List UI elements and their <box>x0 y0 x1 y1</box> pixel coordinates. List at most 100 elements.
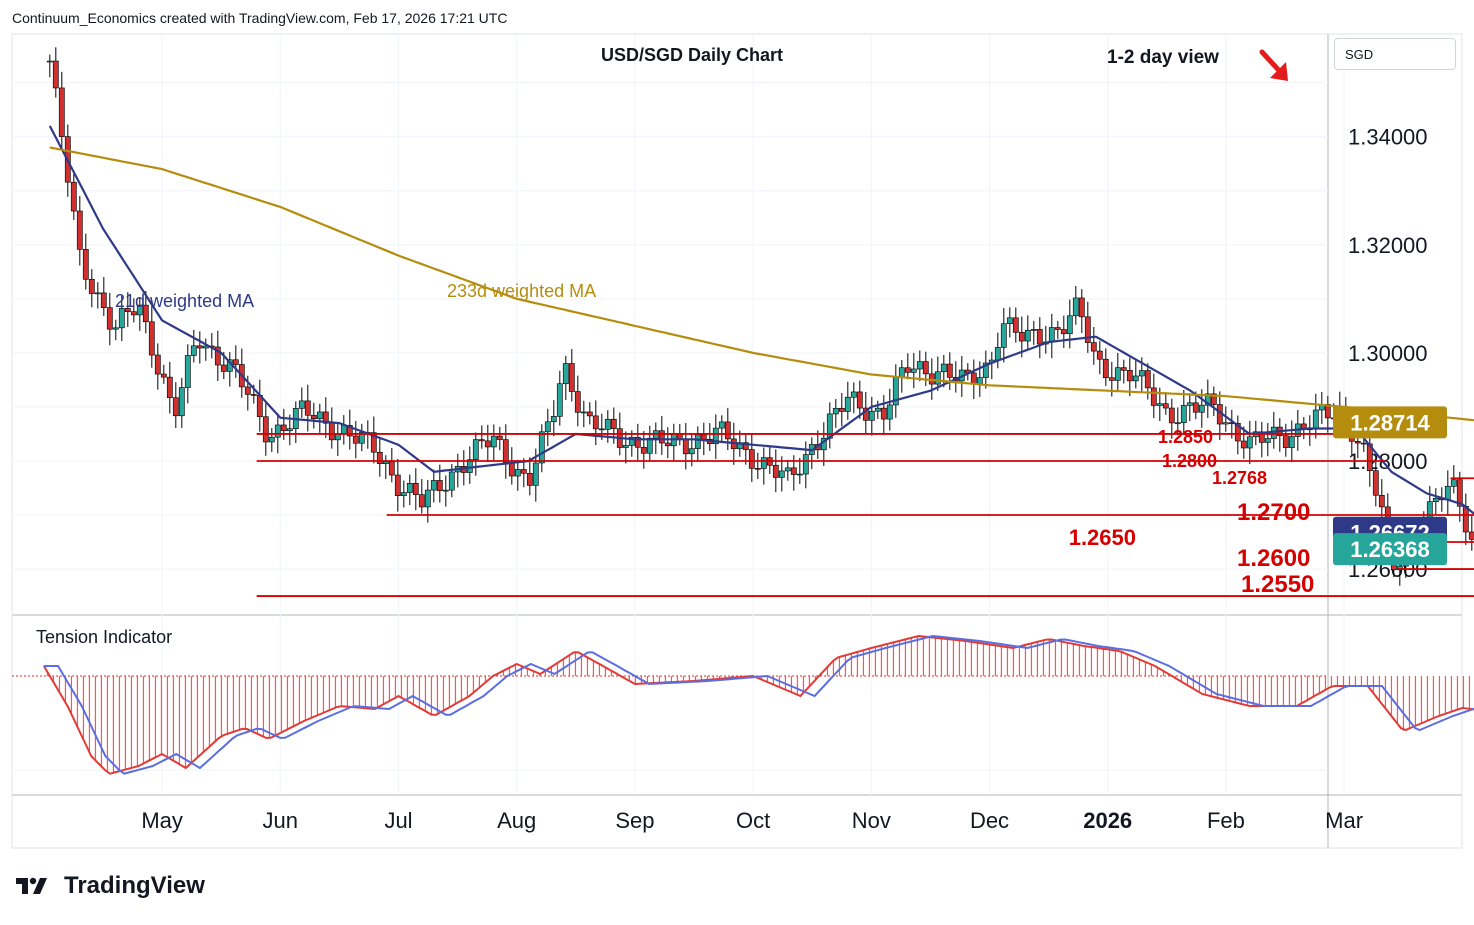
x-tick-Oct: Oct <box>736 808 770 833</box>
candle <box>106 292 113 346</box>
candle-body <box>1132 375 1139 382</box>
candle <box>1246 420 1253 465</box>
candle <box>574 375 581 427</box>
candle <box>178 377 185 428</box>
candle <box>1102 348 1109 386</box>
candle-body <box>724 421 731 440</box>
candle-body <box>640 446 647 454</box>
level-label-1.2768: 1.2768 <box>1212 468 1267 488</box>
candle <box>1186 393 1193 422</box>
candle-body <box>136 304 143 316</box>
candle-body <box>1180 405 1187 424</box>
view-label: 1-2 day view <box>1107 47 1219 68</box>
candle-body <box>592 415 599 430</box>
candle-body <box>1444 485 1451 501</box>
candle-body <box>382 461 389 464</box>
candle-body <box>922 361 929 375</box>
candle-body <box>1234 422 1241 442</box>
candle <box>262 401 269 456</box>
tradingview-logo[interactable]: TradingView <box>14 872 205 900</box>
candle-body <box>58 87 65 137</box>
candle-body <box>412 482 419 495</box>
candle-body <box>526 472 533 486</box>
candle-body <box>562 363 569 385</box>
candle-body <box>478 439 485 442</box>
candle <box>910 353 917 389</box>
candle <box>874 400 881 419</box>
candle <box>1222 406 1229 432</box>
candle-body <box>604 418 611 430</box>
candle-body <box>1312 409 1319 430</box>
candle <box>310 402 317 429</box>
candle-body <box>574 391 581 413</box>
candle-body <box>700 434 707 440</box>
candle <box>1450 465 1457 494</box>
candle-body <box>100 292 107 308</box>
candle-body <box>748 449 755 469</box>
candle <box>148 305 155 368</box>
candle-body <box>1114 367 1121 381</box>
candle <box>190 329 197 363</box>
candle-body <box>262 416 269 443</box>
candle-body <box>580 411 587 414</box>
candle <box>1240 426 1247 459</box>
candle-body <box>1372 470 1379 496</box>
tradingview-wordmark: TradingView <box>64 872 205 899</box>
candle-body <box>784 467 791 472</box>
candle-body <box>646 437 653 454</box>
candle <box>844 381 851 420</box>
candle-body <box>442 489 449 492</box>
x-tick-Jul: Jul <box>384 808 412 833</box>
candle-body <box>874 407 881 412</box>
candle <box>1456 471 1463 522</box>
candle-body <box>1096 350 1103 360</box>
chart-credit: Continuum_Economics created with Trading… <box>12 10 508 26</box>
candle <box>472 432 479 476</box>
candle <box>1468 515 1474 551</box>
candle <box>400 480 407 508</box>
candle-body <box>970 372 977 385</box>
candle <box>352 420 359 459</box>
candle-body <box>280 424 287 432</box>
candle-body <box>118 308 125 329</box>
candle-body <box>1084 316 1091 343</box>
candle-body <box>178 387 185 417</box>
candle <box>1174 407 1181 436</box>
candle-body <box>568 363 575 392</box>
candle <box>946 352 953 391</box>
candle-body <box>142 304 149 323</box>
candle <box>886 388 893 431</box>
candle-body <box>1168 407 1175 424</box>
candle <box>496 426 503 451</box>
symbol-box[interactable]: SGD <box>1334 38 1456 70</box>
candle <box>916 350 923 382</box>
candle-body <box>868 410 875 421</box>
candle <box>982 350 989 389</box>
candle <box>406 474 413 506</box>
candle <box>772 449 779 493</box>
candle <box>430 469 437 503</box>
candle <box>1036 317 1043 359</box>
candle-body <box>376 451 383 464</box>
candle-body <box>1072 297 1079 317</box>
y-tick-1.30000: 1.30000 <box>1348 341 1428 366</box>
candle-body <box>634 436 641 448</box>
candle-body <box>406 482 413 493</box>
candle-body <box>298 400 305 409</box>
candle-body <box>46 60 53 63</box>
candle-body <box>94 292 101 295</box>
candle-body <box>1102 358 1109 379</box>
candle-body <box>52 60 59 89</box>
candle-body <box>1156 403 1163 406</box>
candle <box>754 452 761 479</box>
candle <box>1114 353 1121 392</box>
candle <box>904 353 911 380</box>
indicator-title: Tension Indicator <box>36 627 172 647</box>
candle-body <box>340 425 347 435</box>
candle-body <box>610 418 617 429</box>
candle-body <box>556 383 563 417</box>
candle <box>442 475 449 507</box>
candle-body <box>286 428 293 432</box>
candle-body <box>664 442 671 447</box>
candle <box>370 416 377 464</box>
